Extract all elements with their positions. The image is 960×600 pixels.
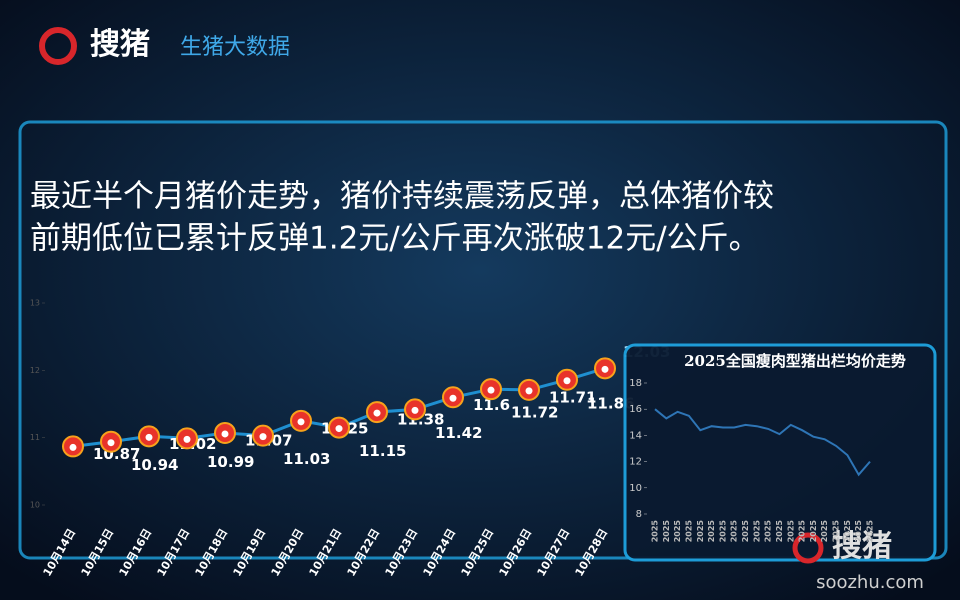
pig-face bbox=[449, 394, 457, 402]
data-label: 11.03 bbox=[283, 450, 330, 468]
x-tick-label: 2025 bbox=[718, 520, 727, 543]
watermark-logo: 搜猪 bbox=[832, 529, 892, 564]
pig-face bbox=[373, 409, 381, 417]
pig-face bbox=[145, 433, 153, 441]
logo-icon bbox=[39, 27, 77, 65]
x-tick-label: 2025 bbox=[866, 520, 875, 543]
logo-text: 搜猪 bbox=[90, 27, 150, 62]
inset-panel bbox=[623, 343, 937, 562]
x-tick-label: 2025 bbox=[832, 520, 841, 543]
data-label: 10.94 bbox=[131, 456, 178, 474]
x-tick-label: 2025 bbox=[741, 520, 750, 543]
y-tick-label: 8 bbox=[636, 509, 642, 520]
x-tick-label: 2025 bbox=[798, 520, 807, 543]
pig-face bbox=[221, 430, 229, 438]
pig-face bbox=[525, 387, 533, 395]
pig-face bbox=[297, 418, 305, 426]
inset-title: 2025全国瘦肉型猪出栏均价走势 bbox=[684, 352, 906, 370]
headline-line: 最近半个月猪价走势，猪价持续震荡反弹，总体猪价较 bbox=[30, 179, 774, 215]
data-label: 11.6 bbox=[473, 396, 510, 414]
watermark-url: soozhu.com bbox=[816, 572, 924, 593]
x-tick-label: 2025 bbox=[854, 520, 863, 543]
pig-face bbox=[411, 406, 419, 414]
data-label: 11.42 bbox=[435, 424, 482, 442]
x-tick-label: 2025 bbox=[684, 520, 693, 543]
x-tick-label: 2025 bbox=[707, 520, 716, 543]
data-label: 11.86 bbox=[587, 394, 634, 412]
pig-face bbox=[259, 433, 267, 441]
y-tick-label: 16 bbox=[629, 404, 642, 415]
x-tick-label: 2025 bbox=[786, 520, 795, 543]
y-tick-label: 10 bbox=[629, 483, 642, 494]
header-subtitle: 生猪大数据 bbox=[180, 35, 290, 60]
x-tick-label: 2025 bbox=[809, 520, 818, 543]
x-tick-label: 2025 bbox=[843, 520, 852, 543]
pig-face bbox=[563, 377, 571, 385]
x-tick-label: 2025 bbox=[820, 520, 829, 543]
pig-face bbox=[69, 443, 77, 451]
x-tick-label: 2025 bbox=[752, 520, 761, 543]
headline-line: 前期低位已累计反弹1.2元/公斤再次涨破12元/公斤。 bbox=[30, 221, 760, 257]
price-line bbox=[654, 408, 871, 477]
x-tick-label: 2025 bbox=[673, 520, 682, 543]
inset-title-box: 2025全国瘦肉型猪出栏均价走势 bbox=[684, 352, 906, 370]
pig-face bbox=[107, 439, 115, 447]
data-label: 11.72 bbox=[511, 404, 558, 422]
x-tick-label: 2025 bbox=[662, 520, 671, 543]
y-tick-label: 12 bbox=[629, 457, 642, 468]
data-label: 11.15 bbox=[359, 442, 406, 460]
x-tick-label: 2025 bbox=[651, 520, 660, 543]
x-tick-label: 2025 bbox=[696, 520, 705, 543]
x-tick-label: 2025 bbox=[764, 520, 773, 543]
pig-face bbox=[601, 365, 609, 373]
main-panel bbox=[18, 120, 948, 560]
pig-face bbox=[183, 435, 191, 443]
watermark-icon bbox=[792, 532, 824, 564]
y-tick-label: 13 bbox=[30, 299, 40, 308]
x-tick-label: 2025 bbox=[775, 520, 784, 543]
data-label: 10.99 bbox=[207, 453, 254, 471]
y-tick-label: 10 bbox=[30, 501, 40, 510]
pig-face bbox=[487, 386, 495, 394]
y-tick-label: 12 bbox=[30, 366, 40, 375]
x-tick-label: 2025 bbox=[730, 520, 739, 543]
data-label: 11.71 bbox=[549, 388, 596, 406]
y-tick-label: 14 bbox=[629, 430, 642, 441]
pig-face bbox=[335, 425, 343, 433]
y-tick-label: 18 bbox=[629, 378, 642, 389]
y-tick-label: 11 bbox=[30, 433, 40, 442]
